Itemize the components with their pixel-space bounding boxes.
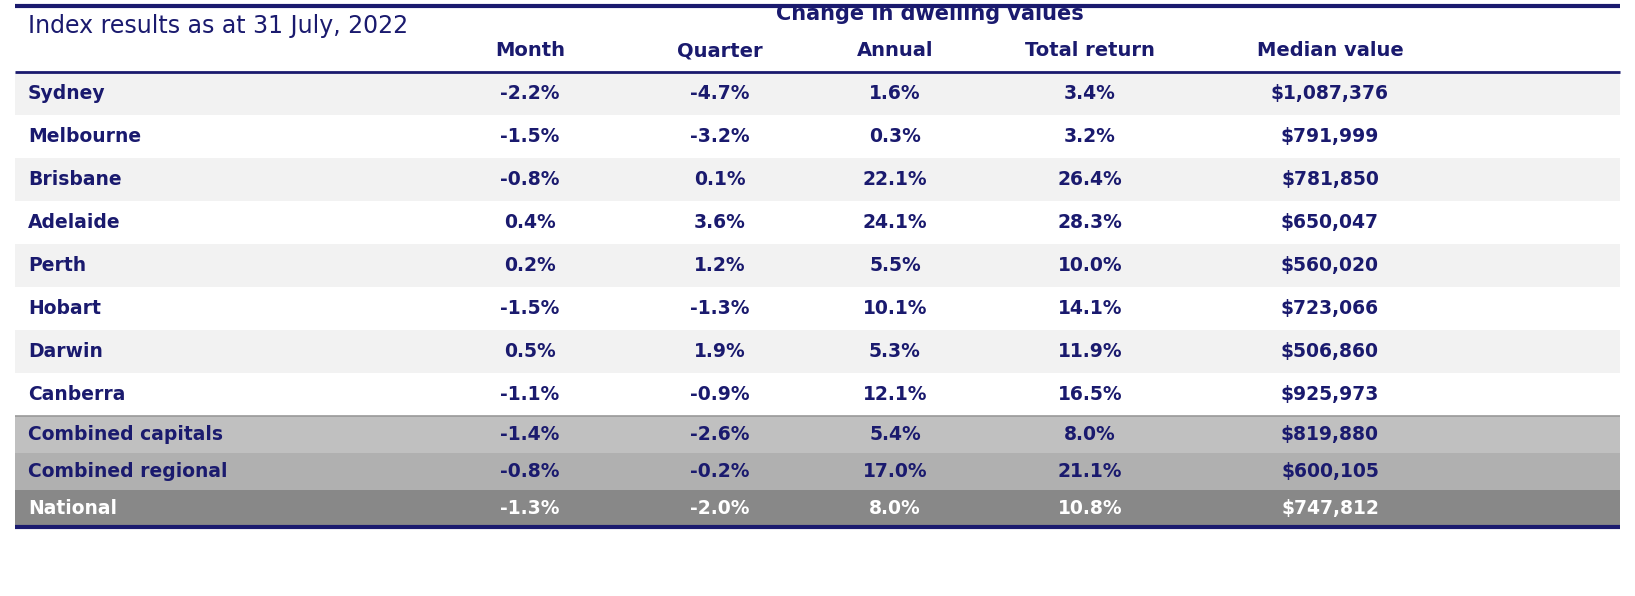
Text: Hobart: Hobart [28, 299, 101, 318]
Text: Combined regional: Combined regional [28, 462, 227, 481]
Text: -0.2%: -0.2% [690, 462, 750, 481]
Text: $925,973: $925,973 [1280, 385, 1380, 404]
Text: 0.4%: 0.4% [504, 213, 556, 232]
Bar [15, 244, 1620, 287]
Text: 8.0%: 8.0% [870, 499, 921, 518]
Text: 0.3%: 0.3% [870, 127, 921, 146]
Text: Sydney: Sydney [28, 84, 106, 103]
Text: 3.4%: 3.4% [1064, 84, 1117, 103]
Text: Change in dwelling values: Change in dwelling values [777, 4, 1084, 24]
Text: -1.4%: -1.4% [500, 425, 559, 444]
Text: 5.5%: 5.5% [870, 256, 921, 275]
Text: -3.2%: -3.2% [690, 127, 750, 146]
Text: 26.4%: 26.4% [1058, 170, 1122, 189]
Text: Perth: Perth [28, 256, 87, 275]
Text: 14.1%: 14.1% [1058, 299, 1122, 318]
Text: -1.1%: -1.1% [500, 385, 559, 404]
Bar [15, 201, 1620, 244]
Text: $791,999: $791,999 [1280, 127, 1380, 146]
Text: -0.8%: -0.8% [500, 462, 559, 481]
Text: Median value: Median value [1257, 42, 1403, 61]
Text: 8.0%: 8.0% [1064, 425, 1115, 444]
Text: $781,850: $781,850 [1282, 170, 1378, 189]
Text: $650,047: $650,047 [1280, 213, 1378, 232]
Text: Adelaide: Adelaide [28, 213, 121, 232]
Text: $600,105: $600,105 [1282, 462, 1378, 481]
Text: $747,812: $747,812 [1282, 499, 1378, 518]
Text: $506,860: $506,860 [1280, 342, 1378, 361]
Text: -2.2%: -2.2% [500, 84, 559, 103]
Text: Combined capitals: Combined capitals [28, 425, 222, 444]
Text: -2.0%: -2.0% [690, 499, 750, 518]
Bar [15, 330, 1620, 373]
Text: National: National [28, 499, 118, 518]
Text: -0.9%: -0.9% [690, 385, 750, 404]
Text: Annual: Annual [857, 42, 934, 61]
Text: -0.8%: -0.8% [500, 170, 559, 189]
Text: 3.6%: 3.6% [695, 213, 746, 232]
Text: Darwin: Darwin [28, 342, 103, 361]
Text: Melbourne: Melbourne [28, 127, 141, 146]
Text: 5.3%: 5.3% [870, 342, 921, 361]
Text: -4.7%: -4.7% [690, 84, 750, 103]
Text: 1.6%: 1.6% [870, 84, 921, 103]
Text: 12.1%: 12.1% [863, 385, 927, 404]
Text: 22.1%: 22.1% [863, 170, 927, 189]
Text: Total return: Total return [1025, 42, 1154, 61]
Text: $560,020: $560,020 [1280, 256, 1378, 275]
Bar [15, 416, 1620, 453]
Text: Canberra: Canberra [28, 385, 126, 404]
Text: -2.6%: -2.6% [690, 425, 750, 444]
Text: 11.9%: 11.9% [1058, 342, 1122, 361]
Text: 3.2%: 3.2% [1064, 127, 1117, 146]
Bar [15, 373, 1620, 416]
Text: Index results as at 31 July, 2022: Index results as at 31 July, 2022 [28, 14, 409, 38]
Text: Quarter: Quarter [677, 42, 764, 61]
Text: -1.5%: -1.5% [500, 299, 559, 318]
Bar [15, 158, 1620, 201]
Text: 10.0%: 10.0% [1058, 256, 1122, 275]
Text: 5.4%: 5.4% [870, 425, 921, 444]
Text: -1.3%: -1.3% [500, 499, 559, 518]
Text: 17.0%: 17.0% [863, 462, 927, 481]
Text: $723,066: $723,066 [1280, 299, 1378, 318]
Text: $1,087,376: $1,087,376 [1270, 84, 1390, 103]
Text: 0.2%: 0.2% [504, 256, 556, 275]
Text: 10.8%: 10.8% [1058, 499, 1122, 518]
Bar [15, 490, 1620, 527]
Text: -1.5%: -1.5% [500, 127, 559, 146]
Text: $819,880: $819,880 [1280, 425, 1378, 444]
Text: 1.9%: 1.9% [695, 342, 746, 361]
Text: 10.1%: 10.1% [863, 299, 927, 318]
Bar [15, 72, 1620, 115]
Bar [15, 287, 1620, 330]
Bar [15, 453, 1620, 490]
Text: 0.5%: 0.5% [504, 342, 556, 361]
Text: 24.1%: 24.1% [863, 213, 927, 232]
Text: 16.5%: 16.5% [1058, 385, 1122, 404]
Text: Brisbane: Brisbane [28, 170, 121, 189]
Text: 0.1%: 0.1% [695, 170, 746, 189]
Text: 21.1%: 21.1% [1058, 462, 1122, 481]
Text: -1.3%: -1.3% [690, 299, 750, 318]
Text: Month: Month [495, 42, 566, 61]
Text: 28.3%: 28.3% [1058, 213, 1123, 232]
Bar [15, 115, 1620, 158]
Text: 1.2%: 1.2% [695, 256, 746, 275]
